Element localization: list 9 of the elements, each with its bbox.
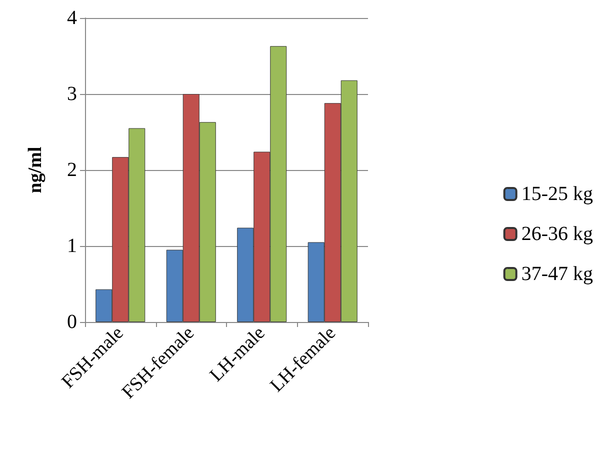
y-axis-title: ng/ml — [25, 146, 46, 194]
y-tick-label: 2 — [67, 159, 77, 181]
y-tick-label: 4 — [67, 7, 77, 29]
legend-label: 37-47 kg — [521, 263, 594, 285]
y-tick-label: 0 — [67, 311, 77, 333]
legend-label: 15-25 kg — [521, 183, 594, 205]
y-tick-label: 3 — [67, 83, 77, 105]
y-tick-label: 1 — [67, 235, 77, 257]
legend-label: 26-36 kg — [521, 223, 594, 245]
